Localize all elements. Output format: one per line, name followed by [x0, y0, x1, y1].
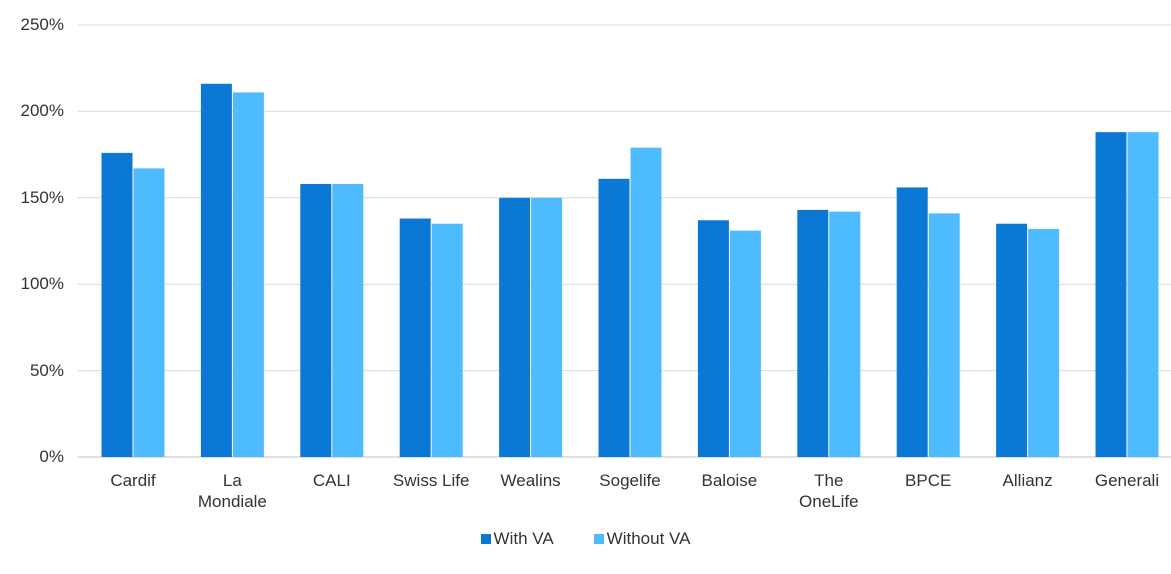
bar: [399, 218, 431, 457]
legend-label: Without VA: [606, 529, 691, 548]
bar: [531, 197, 563, 458]
bar: [829, 211, 861, 457]
bar: [697, 220, 729, 457]
legend-swatch: [593, 534, 604, 544]
y-tick-label: 100%: [20, 274, 64, 294]
bar: [797, 209, 829, 457]
y-tick-label: 250%: [20, 15, 64, 34]
bar: [896, 187, 928, 457]
x-tick-label: Allianz: [1002, 471, 1053, 490]
y-tick-label: 50%: [29, 360, 64, 380]
x-tick-label: The OneLife: [799, 471, 859, 511]
bar: [300, 183, 332, 457]
bar: [996, 223, 1028, 457]
x-tick-label: BPCE: [905, 471, 952, 490]
bar: [598, 178, 630, 458]
legend-item: With VA: [480, 529, 554, 549]
bar: [332, 183, 364, 457]
bar: [200, 83, 232, 457]
x-tick-label: La Mondiale: [197, 471, 267, 511]
bar: [630, 147, 662, 458]
x-tick-label: Swiss Life: [392, 471, 470, 490]
x-tick-label: CALI: [312, 471, 351, 490]
bar: [928, 213, 960, 457]
bar: [1127, 132, 1159, 458]
x-tick-label: Baloise: [701, 471, 758, 490]
bar: [1028, 228, 1060, 457]
legend-item: Without VA: [593, 529, 691, 549]
x-tick-label: Wealins: [500, 471, 561, 490]
x-tick-label: Cardif: [110, 471, 156, 490]
bar: [729, 230, 761, 457]
bar: [499, 197, 531, 458]
bar: [431, 223, 463, 457]
legend-label: With VA: [493, 529, 554, 548]
y-tick-label: 0%: [39, 447, 64, 466]
bar: [101, 152, 133, 457]
bar: [1095, 132, 1127, 458]
legend: With VA Without VA: [0, 529, 1171, 549]
y-tick-label: 150%: [20, 187, 64, 207]
legend-swatch: [480, 534, 491, 544]
x-tick-label: Sogelife: [599, 471, 661, 490]
y-tick-label: 200%: [20, 101, 64, 121]
x-tick-label: Generali: [1094, 471, 1160, 490]
bar: [133, 168, 165, 457]
bar: [232, 92, 264, 457]
